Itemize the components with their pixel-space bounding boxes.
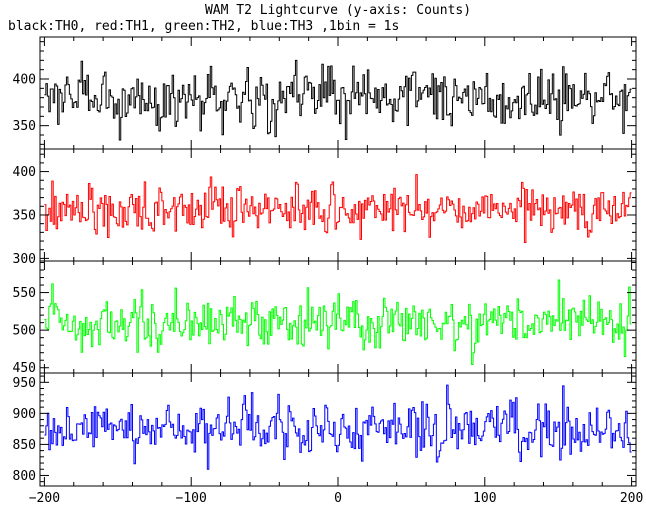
x-tick-label: −100	[176, 491, 207, 505]
y-tick-label: 550	[13, 286, 36, 301]
y-tick-label: 350	[13, 208, 36, 223]
series-line-th1	[44, 174, 632, 243]
series-line-th0	[44, 59, 632, 141]
y-tick-label: 900	[13, 407, 36, 422]
chart-panels: 350 400 300 350 400 450 500 550 800 850 900 950	[13, 36, 637, 487]
panel-th0: 350 400	[13, 36, 637, 150]
x-tick-label: 200	[620, 491, 643, 505]
y-tick-label: 450	[13, 361, 36, 376]
y-tick-label: 400	[13, 165, 36, 180]
panel-th2: 450 500 550	[13, 260, 637, 376]
y-tick-label: 350	[13, 119, 36, 134]
y-tick-label: 850	[13, 438, 36, 453]
series-line-th3	[44, 384, 632, 470]
x-tick-labels: −200 −100 0 100 200	[29, 491, 644, 505]
y-tick-label: 950	[13, 376, 36, 391]
chart-subtitle: black:TH0, red:TH1, green:TH2, blue:TH3 …	[8, 19, 399, 34]
x-tick-label: 100	[473, 491, 496, 505]
y-tick-label: 800	[13, 469, 36, 484]
panel-frame	[39, 36, 637, 150]
x-tick-label: −200	[29, 491, 60, 505]
panel-th1: 300 350 400	[13, 148, 637, 267]
y-tick-label: 400	[13, 73, 36, 88]
y-tick-label: 300	[13, 252, 36, 267]
y-tick-label: 500	[13, 324, 36, 339]
x-tick-label: 0	[334, 491, 342, 505]
panel-th3: 800 850 900 950	[13, 372, 637, 487]
series-line-th2	[44, 279, 632, 366]
chart-title: WAM T2 Lightcurve (y-axis: Counts)	[205, 3, 471, 18]
